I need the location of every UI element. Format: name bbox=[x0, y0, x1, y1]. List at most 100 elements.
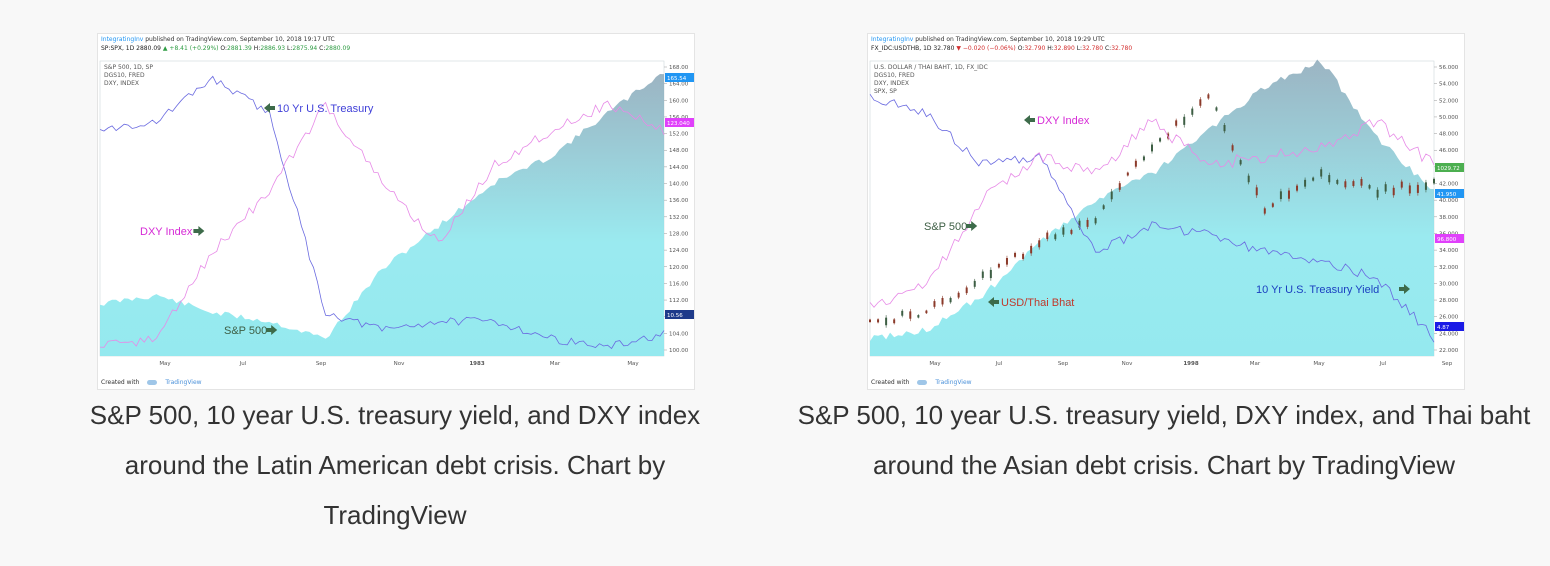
x-tick-label: Mar bbox=[1250, 361, 1261, 367]
candle-body bbox=[1046, 232, 1049, 240]
candle-body bbox=[941, 297, 944, 305]
x-tick-label: Jul bbox=[1379, 361, 1387, 367]
candle-body bbox=[1433, 178, 1435, 184]
candle-body bbox=[949, 297, 952, 303]
publisher-link[interactable]: IntegratingInv bbox=[871, 36, 914, 43]
x-tick-label: 1998 bbox=[1183, 361, 1198, 367]
chart-card: S&P 500, 1D, SP DGS10, FRED DXY, INDEX 168.… bbox=[97, 33, 695, 390]
y-tick-label: 152.00 bbox=[669, 132, 689, 138]
candle-body bbox=[1279, 191, 1282, 200]
annotation-label: DXY Index bbox=[1037, 115, 1090, 127]
candle-body bbox=[965, 287, 968, 294]
candle-body bbox=[1142, 156, 1145, 161]
x-tick-label: Sep bbox=[316, 361, 327, 367]
y-tick-label: 140.00 bbox=[669, 182, 689, 188]
candle-body bbox=[917, 315, 920, 318]
y-tick-label: 112.00 bbox=[669, 298, 689, 304]
price-badge-label: 10.56 bbox=[667, 313, 683, 319]
y-tick-label: 56.000 bbox=[1439, 65, 1459, 71]
y-tick-label: 24.000 bbox=[1439, 331, 1459, 337]
tradingview-link[interactable]: TradingView bbox=[935, 379, 972, 386]
candle-body bbox=[877, 319, 880, 323]
y-tick-label: 48.000 bbox=[1439, 132, 1459, 138]
ohlc-line: FX_IDC:USDTHB, 1D 32.780 ▼ −0.020 (−0.06… bbox=[871, 45, 1132, 52]
candle-body bbox=[1344, 181, 1347, 188]
y-tick-label: 160.00 bbox=[669, 98, 689, 104]
legend-entry: DXY, INDEX bbox=[874, 80, 909, 87]
ohlc-symbol: SP:SPX, 1D 2880.09 bbox=[101, 45, 163, 52]
candle-body bbox=[1312, 177, 1315, 181]
price-badge bbox=[1435, 322, 1464, 331]
price-badge-label: 4.87 bbox=[1437, 325, 1450, 331]
publisher-link[interactable]: IntegratingInv bbox=[101, 36, 144, 43]
candle-body bbox=[1392, 187, 1395, 196]
y-tick-label: 30.000 bbox=[1439, 281, 1459, 287]
legend-entry: DXY, INDEX bbox=[104, 80, 139, 87]
x-tick-label: Jul bbox=[995, 361, 1003, 367]
candle-body bbox=[1199, 99, 1202, 106]
candle-body bbox=[1320, 169, 1323, 177]
y-tick-label: 42.000 bbox=[1439, 182, 1459, 188]
candle-body bbox=[893, 319, 896, 324]
y-tick-label: 156.00 bbox=[669, 115, 689, 121]
candle-body bbox=[1134, 160, 1137, 167]
candle-body bbox=[1424, 182, 1427, 190]
candle-body bbox=[1352, 181, 1355, 186]
x-tick-label: May bbox=[627, 361, 639, 367]
candle-body bbox=[973, 280, 976, 287]
tradingview-link[interactable]: TradingView bbox=[165, 379, 202, 386]
ohlc-o-label: O: bbox=[1015, 45, 1025, 52]
ohlc-l-label: L: bbox=[285, 45, 293, 52]
ohlc-c: 2880.09 bbox=[325, 45, 351, 52]
candle-body bbox=[1183, 116, 1186, 125]
x-tick-label: Nov bbox=[1122, 361, 1133, 367]
price-badge-label: 165.54 bbox=[667, 76, 687, 82]
candle-body bbox=[925, 310, 928, 314]
price-badge bbox=[1435, 163, 1464, 172]
annotation-arrow-icon bbox=[193, 226, 205, 236]
legend-entry: U.S. DOLLAR / THAI BAHT, 1D, FX_IDC bbox=[874, 64, 988, 71]
candle-body bbox=[957, 292, 960, 298]
candle-body bbox=[1014, 252, 1017, 257]
created-with-text: Created with bbox=[871, 379, 910, 386]
price-badge bbox=[665, 73, 694, 82]
ohlc-c-label: C: bbox=[1103, 45, 1112, 52]
annotation-arrow-icon bbox=[988, 297, 999, 307]
chart-svg-asian: U.S. DOLLAR / THAI BAHT, 1D, FX_IDCDGS10… bbox=[869, 59, 1464, 367]
candle-body bbox=[1175, 120, 1178, 126]
price-badge bbox=[1435, 189, 1464, 198]
tradingview-cloud-icon bbox=[147, 380, 158, 385]
y-tick-label: 54.000 bbox=[1439, 82, 1459, 88]
annotation-arrow-icon bbox=[266, 325, 278, 335]
legend-entry: S&P 500, 1D, SP bbox=[104, 64, 153, 71]
y-tick-label: 120.00 bbox=[669, 265, 689, 271]
x-tick-label: Nov bbox=[394, 361, 405, 367]
candle-body bbox=[1239, 160, 1242, 165]
y-tick-label: 32.000 bbox=[1439, 265, 1459, 271]
candle-body bbox=[1263, 208, 1266, 214]
published-line: IntegratingInv published on TradingView.… bbox=[101, 36, 335, 43]
series-line-3 bbox=[869, 118, 1435, 308]
candle-body bbox=[1207, 94, 1210, 99]
y-tick-label: 38.000 bbox=[1439, 215, 1459, 221]
price-badge bbox=[665, 118, 694, 127]
y-tick-label: 34.000 bbox=[1439, 248, 1459, 254]
series-line-2 bbox=[99, 100, 665, 348]
candle-body bbox=[1384, 184, 1387, 192]
ohlc-h: 2886.93 bbox=[260, 45, 286, 52]
y-tick-label: 52.000 bbox=[1439, 98, 1459, 104]
ohlc-symbol: FX_IDC:USDTHB, 1D 32.780 bbox=[871, 45, 957, 52]
ohlc-l: 32.780 bbox=[1082, 45, 1104, 52]
candle-body bbox=[1360, 179, 1363, 186]
price-badge bbox=[665, 310, 694, 319]
x-tick-label: May bbox=[159, 361, 171, 367]
y-tick-label: 164.00 bbox=[669, 82, 689, 88]
created-with-text: Created with bbox=[101, 379, 140, 386]
ohlc-o: 2881.39 bbox=[227, 45, 252, 52]
y-tick-label: 128.00 bbox=[669, 231, 689, 237]
candle-body bbox=[1070, 229, 1073, 234]
candle-body bbox=[1296, 185, 1299, 191]
ohlc-h-label: H: bbox=[251, 45, 261, 52]
y-tick-label: 132.00 bbox=[669, 215, 689, 221]
candle-body bbox=[1151, 144, 1153, 152]
